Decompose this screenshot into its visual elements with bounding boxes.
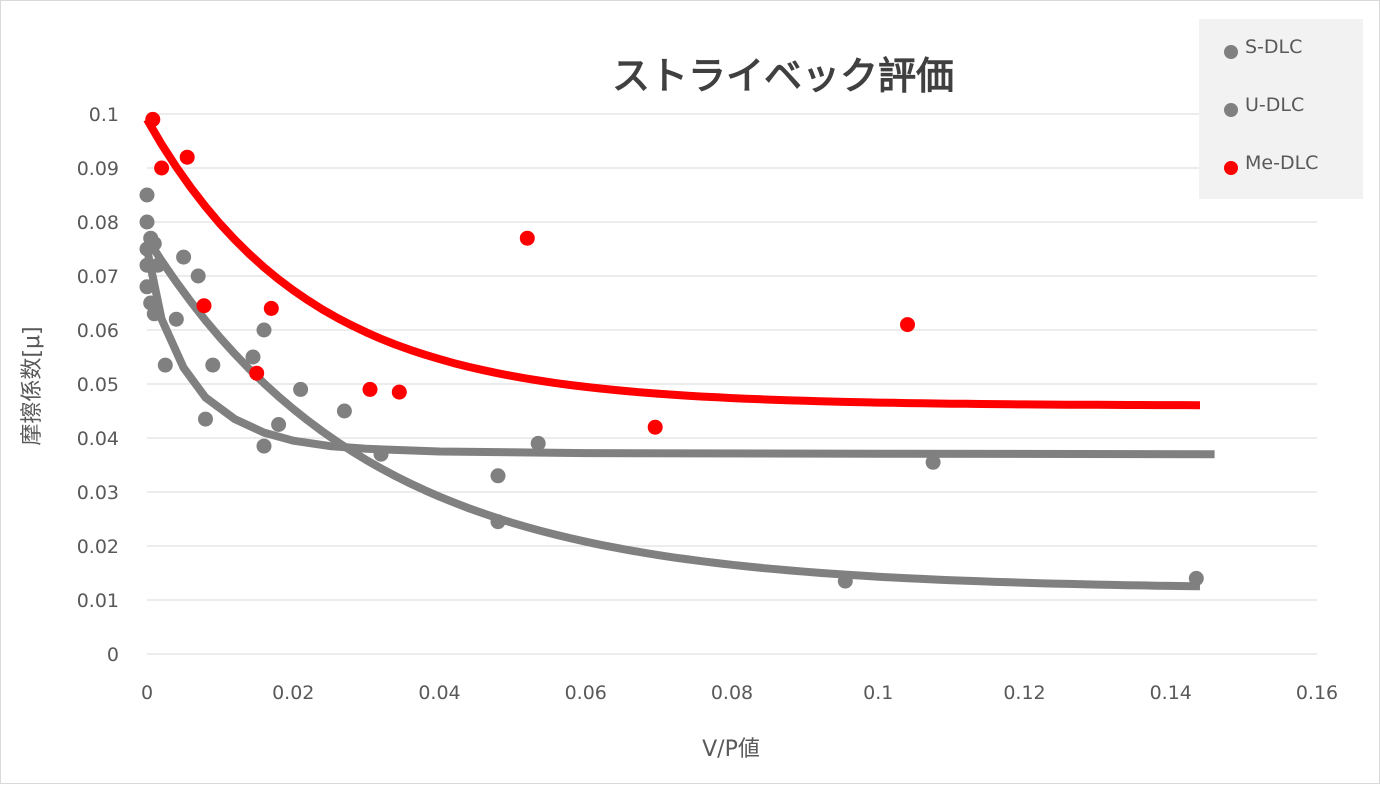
point-s-dlc [139, 214, 155, 230]
point-s-dlc [271, 417, 287, 432]
legend-marker-me-dlc [1224, 161, 1238, 175]
point-u-dlc [245, 349, 261, 365]
point-me-dlc [145, 111, 161, 127]
point-u-dlc [190, 268, 206, 284]
y-tick-label: 0.05 [77, 374, 119, 396]
y-tick-label: 0.01 [77, 590, 119, 612]
point-s-dlc [139, 187, 155, 203]
y-tick-label: 0.1 [89, 104, 119, 126]
point-u-dlc [293, 381, 309, 397]
point-me-dlc [900, 317, 915, 333]
y-tick-label: 0.02 [77, 536, 119, 558]
point-me-dlc [362, 381, 378, 397]
point-u-dlc [490, 514, 506, 530]
y-tick-label: 0.07 [77, 266, 119, 288]
x-tick-label: 0 [141, 682, 153, 704]
x-axis-title: V/P値 [702, 737, 760, 762]
y-tick-label: 0.04 [77, 428, 119, 450]
point-me-dlc [647, 419, 663, 435]
point-u-dlc [336, 403, 352, 419]
tick-labels: 0 0.01 0.02 0.03 0.04 0.05 0.06 0.07 0.08 0.09 0.1… [77, 104, 1338, 704]
trendline-me-dlc [143, 117, 1201, 410]
point-u-dlc [256, 322, 272, 338]
point-u-dlc [176, 249, 192, 265]
point-s-dlc [530, 435, 546, 451]
point-s-dlc [168, 311, 184, 327]
x-tick-label: 0.02 [272, 682, 314, 704]
legend-marker-s-dlc [1224, 45, 1238, 59]
legend-label-s-dlc: S-DLC [1245, 36, 1302, 58]
point-u-dlc [490, 468, 506, 484]
legend: S-DLC U-DLC Me-DLC [1199, 19, 1363, 199]
trendline-s-dlc [143, 248, 1215, 459]
point-u-dlc [146, 236, 162, 252]
y-tick-label: 0.06 [77, 320, 119, 342]
point-me-dlc [249, 365, 265, 381]
y-axis-title: 摩擦係数[μ] [20, 326, 45, 445]
point-u-dlc [205, 357, 221, 373]
point-me-dlc [196, 298, 212, 314]
x-tick-label: 0.16 [1296, 682, 1338, 704]
trend-lines [143, 117, 1215, 591]
point-s-dlc [256, 438, 272, 454]
x-tick-label: 0.1 [863, 682, 893, 704]
legend-label-me-dlc: Me-DLC [1245, 152, 1318, 174]
y-tick-label: 0.08 [77, 212, 119, 234]
x-tick-label: 0.08 [711, 682, 753, 704]
point-me-dlc [263, 300, 279, 316]
point-u-dlc [837, 573, 853, 589]
point-me-dlc [519, 230, 535, 246]
point-s-dlc [157, 357, 173, 373]
point-s-dlc [373, 446, 389, 462]
point-me-dlc [154, 160, 170, 176]
x-tick-label: 0.14 [1150, 682, 1192, 704]
point-u-dlc [1188, 570, 1204, 586]
trendline-u-dlc [143, 236, 1201, 591]
gridlines [147, 113, 1317, 655]
legend-marker-u-dlc [1224, 103, 1238, 117]
y-tick-label: 0 [107, 644, 119, 666]
chart-title: ストライベック評価 [612, 54, 954, 98]
point-s-dlc [198, 411, 213, 427]
legend-label-u-dlc: U-DLC [1245, 94, 1304, 116]
y-tick-label: 0.09 [77, 158, 119, 180]
point-u-dlc [150, 257, 166, 273]
x-tick-label: 0.04 [418, 682, 460, 704]
point-me-dlc [391, 384, 407, 400]
x-tick-label: 0.06 [565, 682, 607, 704]
point-s-dlc [925, 454, 941, 470]
point-me-dlc [179, 149, 195, 165]
y-tick-label: 0.03 [77, 482, 119, 504]
point-s-dlc [146, 306, 162, 322]
x-tick-label: 0.12 [1003, 682, 1045, 704]
point-s-dlc [139, 257, 155, 273]
data-points [139, 111, 1204, 589]
point-s-dlc [139, 279, 155, 295]
